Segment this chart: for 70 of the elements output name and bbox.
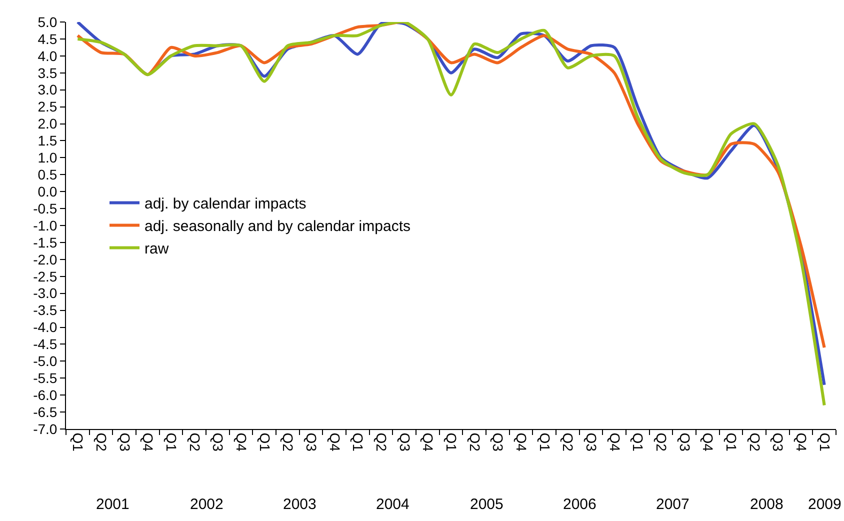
x-tick-label: Q4 — [420, 432, 436, 452]
y-tick-label: 5.0 — [38, 14, 58, 30]
y-tick-label: 2.5 — [38, 98, 58, 115]
legend-label: raw — [144, 240, 169, 258]
y-tick-label: 2.0 — [38, 116, 58, 132]
x-tick-label: Q1 — [256, 432, 273, 452]
y-tick-label: -3.5 — [33, 302, 58, 318]
x-tick-label: Q4 — [793, 432, 810, 452]
x-tick-label: Q1 — [723, 432, 740, 452]
x-tick-label: Q1 — [70, 432, 86, 452]
x-tick-label: Q3 — [303, 432, 320, 452]
x-tick-label: Q4 — [513, 432, 530, 452]
x-tick-label: Q3 — [490, 432, 506, 452]
text: 2005 — [470, 496, 504, 513]
y-tick-label: 1.0 — [38, 150, 58, 166]
y-tick-label: -2.0 — [33, 251, 58, 268]
y-tick-label: 4.0 — [38, 48, 58, 64]
y-tick-label: -6.0 — [33, 386, 58, 403]
y-tick-label: -3.0 — [33, 285, 58, 302]
x-tick-label: Q2 — [466, 432, 483, 452]
x-tick-label: Q2 — [560, 432, 576, 452]
x-tick-label: Q4 — [233, 432, 250, 452]
y-tick-label: -4.0 — [33, 319, 58, 336]
x-tick-label: Q2 — [93, 432, 110, 452]
x-tick-label: Q1 — [350, 432, 366, 452]
legend-label: adj. seasonally and by calendar impacts — [144, 218, 410, 236]
y-tick-label: -4.5 — [33, 336, 58, 352]
x-tick-label: Q3 — [210, 432, 226, 452]
y-tick-label: 3.0 — [38, 82, 58, 98]
x-tick-label: Q4 — [326, 432, 343, 452]
x-tick-label: Q2 — [746, 432, 763, 452]
text: 2003 — [283, 496, 316, 513]
x-tick-label: Q2 — [653, 432, 670, 452]
x-tick-label: Q2 — [186, 432, 203, 452]
x-tick-label: Q3 — [116, 432, 133, 452]
y-tick-label: 4.5 — [38, 30, 58, 47]
x-tick-label: Q3 — [676, 432, 693, 452]
y-tick-label: -5.0 — [33, 353, 58, 370]
x-tick-label: Q4 — [606, 432, 623, 452]
text: 2009 — [808, 496, 842, 513]
x-tick-label: Q2 — [373, 432, 390, 452]
x-tick-label: Q4 — [700, 432, 716, 452]
x-tick-label: Q1 — [816, 432, 833, 452]
x-tick-label: Q3 — [583, 432, 600, 452]
text: 2008 — [750, 496, 784, 513]
text: 2007 — [656, 496, 690, 513]
y-tick-label: -1.0 — [33, 217, 58, 234]
x-tick-label: Q2 — [280, 432, 296, 452]
y-tick-label: 3.5 — [38, 64, 58, 81]
text: 2001 — [96, 496, 130, 513]
y-tick-label: -7.0 — [33, 420, 58, 437]
x-tick-label: Q1 — [443, 432, 460, 452]
text: 2006 — [563, 496, 596, 513]
y-tick-label: 0.5 — [38, 166, 58, 183]
y-tick-label: -6.5 — [33, 404, 58, 420]
text: 2002 — [190, 496, 224, 513]
text: 2004 — [376, 496, 410, 513]
y-tick-label: -1.5 — [33, 234, 58, 250]
x-tick-label: Q1 — [163, 432, 180, 452]
y-tick-label: 1.5 — [38, 132, 58, 149]
x-tick-label: Q3 — [396, 432, 413, 452]
legend-label: adj. by calendar impacts — [144, 196, 306, 213]
x-tick-label: Q4 — [140, 432, 156, 452]
y-tick-label: -2.5 — [33, 268, 58, 284]
x-tick-label: Q1 — [536, 432, 553, 452]
y-tick-label: -5.5 — [33, 370, 58, 386]
x-tick-label: Q1 — [630, 432, 646, 452]
x-tick-label: Q3 — [770, 432, 786, 452]
y-tick-label: 0.0 — [38, 183, 58, 200]
y-tick-label: -0.5 — [33, 200, 58, 216]
